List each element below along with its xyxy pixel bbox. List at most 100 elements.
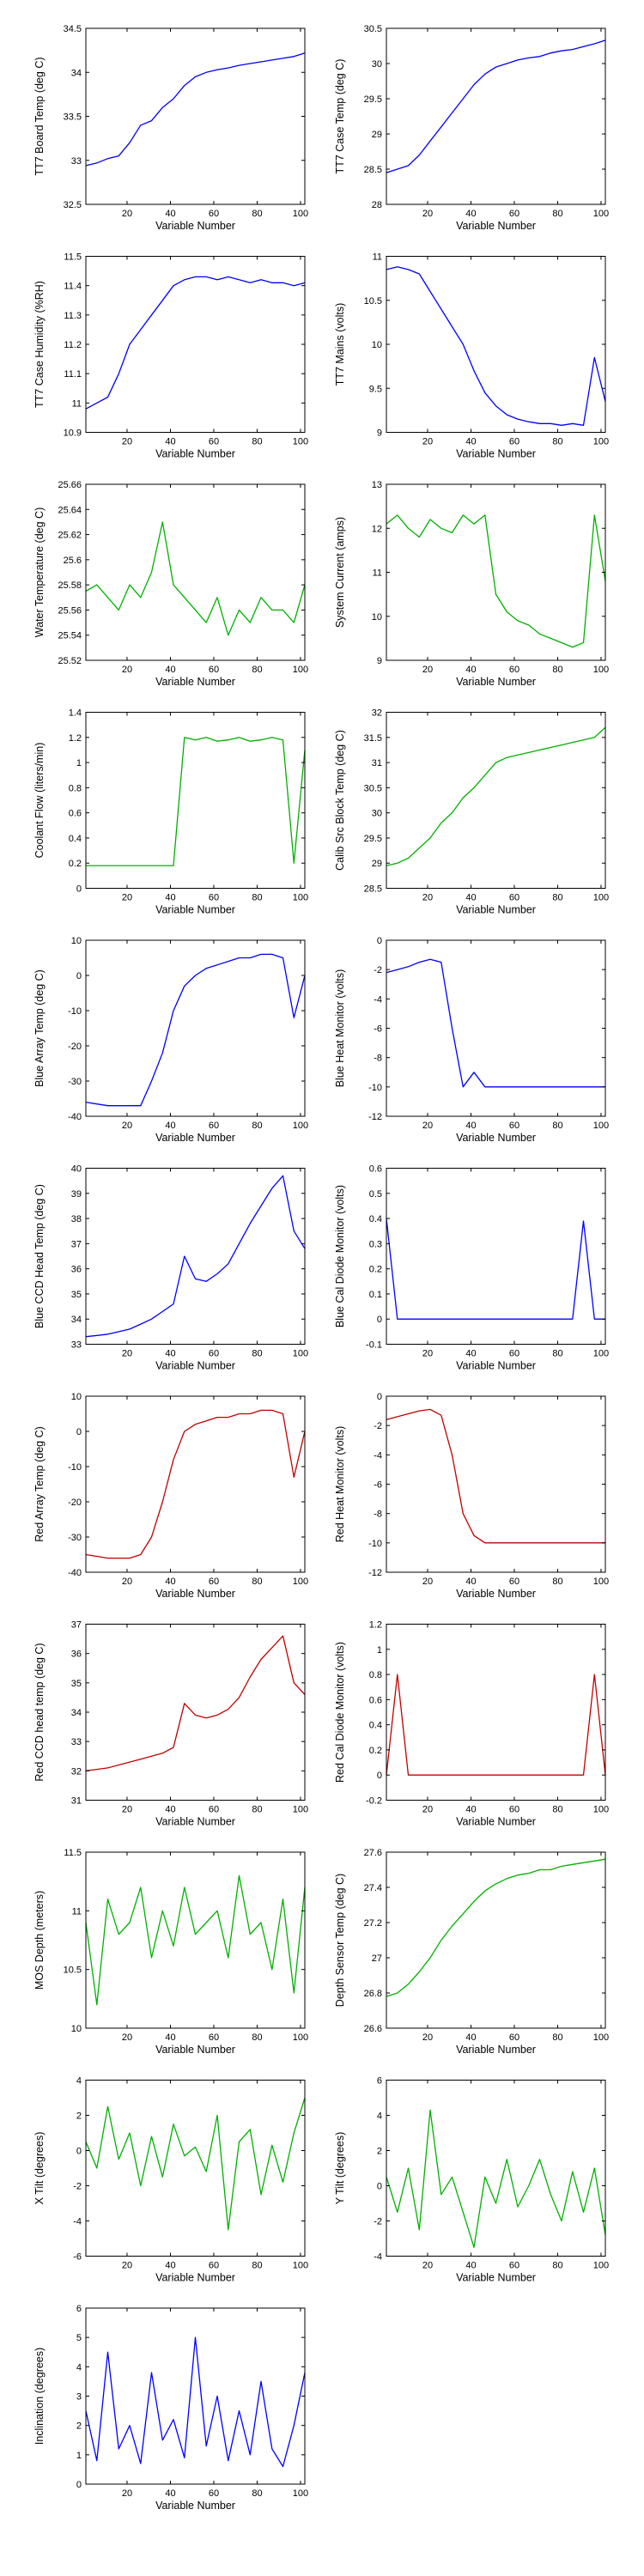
x-tick-label-12-1: 40	[165, 1577, 175, 1587]
y-tick-label-8-5: 10	[71, 936, 82, 946]
y-tick-label-15-5: 0.8	[369, 1670, 382, 1680]
y-tick-label-5-2: 11	[373, 568, 382, 579]
y-tick-label-6-0: 0	[76, 884, 82, 895]
y-axis-label-15: Red Cal Diode Monitor (volts)	[334, 1642, 346, 1783]
chart-panel-2: 20 40 60 80 100 10.9 11 11.1 11.2 11.3 11.4 11.5 Var…	[33, 252, 308, 460]
x-tick-label-2-3: 80	[252, 437, 262, 447]
x-tick-label-5-3: 80	[552, 665, 562, 675]
y-tick-label-3-3: 10.5	[364, 296, 382, 307]
y-tick-label-11-7: 0.6	[369, 1164, 382, 1175]
y-axis-label-12: Red Array Temp (deg C)	[33, 1426, 46, 1542]
x-axis-label-7: Variable Number	[456, 904, 536, 916]
y-axis-label-19: Y Tilt (degrees)	[334, 2132, 346, 2205]
y-tick-label-4-7: 25.66	[58, 480, 82, 490]
y-tick-label-18-1: -4	[73, 2217, 82, 2227]
x-tick-label-0-1: 40	[165, 209, 175, 219]
y-tick-label-10-6: 39	[71, 1189, 82, 1200]
y-tick-label-3-0: 9	[377, 428, 382, 439]
y-tick-label-8-3: -10	[68, 1006, 82, 1017]
y-tick-label-19-1: -2	[374, 2217, 382, 2227]
y-axis-label-0: TT7 Board Temp (deg C)	[33, 57, 46, 175]
y-axis-label-5: System Current (amps)	[334, 517, 346, 628]
series-line-17	[386, 1858, 606, 1997]
x-axis-label-12: Variable Number	[155, 1588, 235, 1600]
y-tick-label-11-5: 0.4	[369, 1214, 382, 1224]
y-tick-label-2-4: 11.3	[64, 311, 82, 321]
y-tick-label-3-4: 11	[373, 252, 382, 263]
y-tick-label-7-6: 31.5	[364, 733, 382, 744]
y-tick-label-11-6: 0.5	[369, 1189, 382, 1200]
x-axis-label-9: Variable Number	[456, 1132, 536, 1144]
series-line-14	[85, 1635, 306, 1771]
x-tick-label-20-4: 100	[293, 2488, 308, 2499]
y-tick-label-0-4: 34.5	[64, 24, 82, 34]
x-tick-label-16-4: 100	[293, 2032, 308, 2043]
series-line-15	[386, 1674, 606, 1776]
y-tick-label-4-4: 25.6	[64, 556, 82, 566]
y-tick-label-9-2: -8	[374, 1054, 382, 1064]
x-tick-label-19-4: 100	[593, 2261, 609, 2271]
y-tick-label-18-2: -2	[73, 2182, 82, 2192]
x-tick-label-16-3: 80	[252, 2032, 262, 2043]
y-axis-label-9: Blue Heat Monitor (volts)	[334, 969, 346, 1088]
x-tick-label-4-1: 40	[165, 665, 175, 675]
y-tick-label-0-0: 32.5	[64, 200, 82, 210]
plot-frame-13	[386, 1395, 606, 1573]
x-tick-label-3-1: 40	[465, 437, 476, 447]
x-tick-label-7-4: 100	[593, 893, 609, 903]
x-tick-label-0-3: 80	[252, 209, 262, 219]
x-tick-label-12-2: 60	[209, 1577, 219, 1587]
y-tick-label-17-1: 26.8	[364, 1989, 382, 1999]
y-tick-label-11-0: -0.1	[366, 1340, 382, 1351]
y-tick-label-6-5: 1	[76, 758, 82, 769]
y-tick-label-6-3: 0.6	[69, 809, 82, 819]
y-tick-label-16-3: 11.5	[64, 1848, 82, 1858]
x-tick-label-2-2: 60	[209, 437, 219, 447]
x-axis-label-13: Variable Number	[456, 1588, 536, 1600]
y-axis-label-7: Calib Src Block Temp (deg C)	[334, 730, 346, 871]
plot-frame-5	[386, 483, 606, 661]
x-tick-label-6-0: 20	[122, 893, 132, 903]
y-tick-label-8-2: -20	[68, 1042, 82, 1052]
series-line-11	[386, 1218, 605, 1320]
y-tick-label-20-0: 0	[76, 2480, 82, 2490]
x-tick-label-17-1: 40	[465, 2032, 476, 2043]
x-tick-label-19-0: 20	[422, 2261, 433, 2271]
y-tick-label-13-5: -2	[374, 1421, 382, 1431]
y-tick-label-18-3: 0	[76, 2147, 82, 2157]
y-tick-label-6-2: 0.4	[69, 834, 82, 844]
series-line-13	[386, 1408, 605, 1544]
series-line-16	[85, 1874, 306, 2006]
x-tick-label-14-4: 100	[293, 1805, 308, 1815]
x-tick-label-0-2: 60	[209, 209, 219, 219]
series-line-5	[386, 514, 606, 648]
y-tick-label-7-7: 32	[372, 708, 382, 719]
y-tick-label-20-4: 4	[76, 2362, 82, 2372]
y-axis-label-6: Coolant Flow (liters/min)	[33, 743, 46, 859]
y-tick-label-9-6: 0	[377, 936, 382, 946]
series-line-12	[85, 1409, 306, 1559]
x-tick-label-15-4: 100	[593, 1805, 609, 1815]
y-tick-label-0-3: 34	[71, 68, 82, 78]
y-tick-label-13-1: -10	[368, 1539, 382, 1549]
y-tick-label-1-0: 28	[372, 200, 382, 210]
y-tick-label-16-0: 10	[71, 2024, 82, 2034]
chart-panel-14: 20 40 60 80 100 31 32 33 34 35 36 37 Variable Number…	[33, 1620, 308, 1828]
y-tick-label-2-2: 11.1	[64, 369, 82, 380]
x-tick-label-14-3: 80	[252, 1805, 262, 1815]
x-tick-label-4-2: 60	[209, 665, 219, 675]
x-tick-label-3-4: 100	[593, 437, 609, 447]
x-tick-label-15-0: 20	[422, 1805, 433, 1815]
y-tick-label-19-5: 6	[377, 2076, 382, 2087]
plot-frame-1	[386, 27, 606, 205]
y-tick-label-10-4: 37	[71, 1239, 82, 1249]
x-tick-label-20-3: 80	[252, 2488, 262, 2499]
y-tick-label-7-0: 28.5	[364, 884, 382, 895]
y-tick-label-19-2: 0	[377, 2182, 382, 2192]
chart-panel-15: 20 40 60 80 100 -0.2 0 0.2 0.4 0.6 0.8 1 1.2 Variable…	[334, 1620, 609, 1828]
x-tick-label-10-4: 100	[293, 1349, 308, 1359]
y-tick-label-4-1: 25.54	[58, 631, 82, 641]
y-tick-label-7-4: 30.5	[364, 783, 382, 793]
y-tick-label-3-1: 9.5	[369, 384, 382, 394]
chart-panel-17: 20 40 60 80 100 26.6 26.8 27 27.2 27.4 27.6 Variabl…	[334, 1848, 609, 2056]
